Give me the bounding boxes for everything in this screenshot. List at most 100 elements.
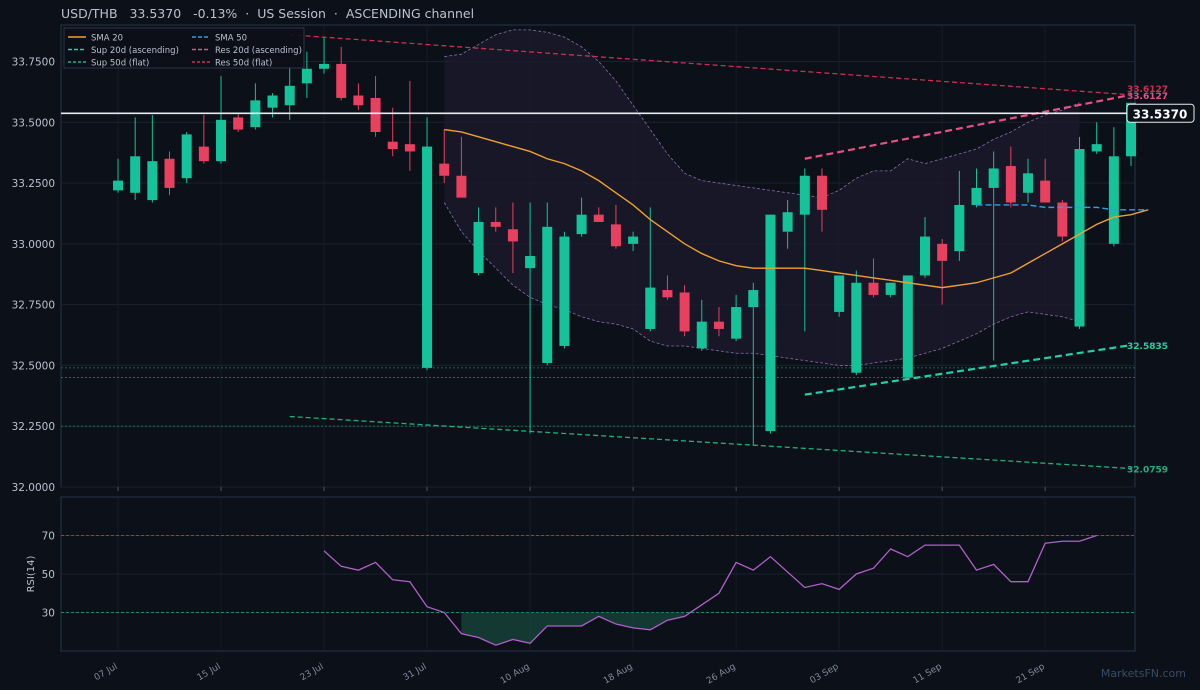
y-tick-label: 32.2500 (12, 421, 55, 433)
candle-body (593, 214, 604, 222)
candle-body (748, 290, 759, 308)
candle-body (216, 119, 227, 162)
candle-body (130, 156, 141, 193)
trend-line-label: 33.6127 (1127, 92, 1168, 102)
trend-line-label: 32.0759 (1127, 466, 1168, 476)
candle-body (816, 175, 827, 210)
price: 33.5370 (129, 6, 182, 21)
candle-body (885, 282, 896, 295)
candle-body (679, 292, 690, 332)
candle-body (387, 141, 398, 150)
x-tick-label: 10 Aug (499, 662, 532, 687)
chart-header: USD/THB 33.5370 -0.13% · US Session · AS… (61, 6, 474, 21)
x-tick-label: 23 Jul (299, 662, 326, 683)
x-tick-label: 11 Sep (912, 662, 944, 686)
candle-body (336, 63, 347, 98)
candle-body (576, 214, 587, 235)
candle-body (164, 158, 175, 188)
candle-body (834, 275, 845, 312)
trend-line (289, 34, 1132, 96)
current-price-label: 33.5370 (1133, 107, 1188, 121)
candle-body (181, 134, 192, 179)
sma-line (444, 128, 1149, 289)
candle-body (988, 168, 999, 188)
rsi-tick-label: 50 (42, 569, 55, 581)
candle-body (113, 180, 123, 191)
legend: SMA 20 SMA 50 Sup 20d (ascending) Res 20d (… (63, 27, 305, 69)
candle-body (851, 282, 862, 373)
rsi-line (323, 534, 1097, 646)
candle-body (610, 224, 621, 247)
legend-label: SMA 20 (91, 34, 123, 44)
candle-body (301, 68, 312, 84)
candle-body (456, 175, 467, 198)
candle-body (370, 97, 381, 132)
candle-body (233, 117, 244, 130)
y-tick-label: 33.5000 (12, 117, 55, 129)
rsi-oversold-fill (461, 612, 685, 646)
rsi-axis-label: RSI(14) (26, 556, 37, 593)
x-tick-label: 15 Jul (196, 662, 223, 683)
candle-body (490, 221, 501, 227)
y-tick-label: 33.0000 (12, 239, 55, 251)
candle-body (422, 146, 433, 368)
candle-body (198, 146, 209, 162)
bollinger-upper (444, 29, 1080, 199)
legend-label: SMA 50 (215, 34, 247, 44)
candle-body (799, 175, 810, 215)
sma-line (976, 204, 1149, 211)
candle-body (542, 226, 553, 363)
candle-body (1074, 149, 1085, 327)
candle-body (284, 85, 295, 106)
candle-body (1108, 156, 1119, 244)
candle-body (1040, 180, 1051, 203)
symbol: USD/THB (61, 6, 118, 21)
y-tick-label: 32.0000 (12, 482, 55, 494)
legend-label: Res 20d (ascending) (215, 46, 302, 56)
rsi-tick-label: 30 (42, 608, 55, 620)
bollinger-band-fill (444, 29, 1080, 366)
y-tick-label: 32.5000 (12, 360, 55, 372)
candle-body (662, 290, 673, 298)
trend-line (289, 415, 1132, 470)
trend-line (804, 93, 1132, 160)
legend-label: Sup 20d (ascending) (91, 46, 179, 56)
candle-body (919, 236, 930, 276)
x-tick-label: 31 Jul (402, 662, 429, 683)
candle-body (954, 204, 965, 252)
legend-box (63, 27, 305, 69)
y-tick-label: 33.2500 (12, 178, 55, 190)
candle-body (473, 221, 484, 274)
candle-body (937, 243, 948, 261)
candle-body (868, 282, 879, 295)
trend-line-label: 32.5835 (1127, 342, 1168, 352)
rsi-tick-label: 70 (42, 531, 55, 543)
candle-body (713, 321, 724, 329)
channel: ASCENDING channel (345, 6, 475, 21)
candle-body (782, 212, 793, 232)
candle-body (696, 321, 707, 349)
candle-body (765, 214, 776, 432)
candle-body (147, 161, 158, 201)
candle-body (1005, 166, 1016, 203)
y-tick-label: 33.7500 (12, 56, 55, 68)
candle-body (319, 63, 330, 69)
candle-body (645, 287, 656, 329)
y-tick-label: 32.7500 (12, 300, 55, 312)
watermark: MarketsFN.com (1100, 667, 1186, 680)
candle-body (628, 236, 639, 244)
x-tick-label: 21 Sep (1015, 662, 1047, 686)
session: US Session (257, 6, 326, 21)
x-tick-label: 26 Aug (705, 662, 738, 687)
x-tick-label: 07 Jul (93, 662, 120, 683)
legend-label: Res 50d (flat) (215, 59, 272, 69)
x-tick-label: 03 Sep (809, 662, 841, 686)
candle-body (353, 95, 364, 106)
candle-body (267, 95, 278, 108)
candle-body (1023, 173, 1034, 193)
candle-body (1057, 202, 1068, 237)
x-tick-label: 18 Aug (602, 662, 635, 687)
trend-line-label: 33.6127 (1127, 85, 1168, 95)
candle-body (1126, 102, 1137, 157)
